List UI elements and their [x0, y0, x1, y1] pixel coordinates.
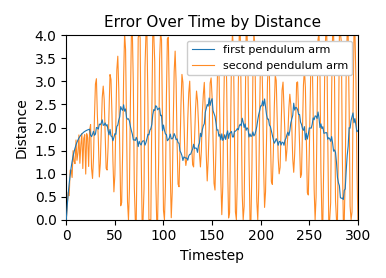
first pendulum arm [294, 106, 299, 110]
X-axis label: Timestep: Timestep [180, 249, 244, 263]
first pendulum arm [335, 176, 340, 179]
Line: second pendulum arm: second pendulum arm [66, 33, 358, 220]
first pendulum arm [356, 129, 360, 132]
second pendulum arm [335, 218, 340, 221]
first pendulum arm [311, 116, 315, 120]
Y-axis label: Distance: Distance [15, 97, 29, 158]
second pendulum arm [183, 154, 187, 158]
second pendulum arm [264, 139, 269, 143]
first pendulum arm [191, 143, 196, 146]
Title: Error Over Time by Distance: Error Over Time by Distance [103, 15, 321, 30]
second pendulum arm [192, 135, 197, 138]
Legend: first pendulum arm, second pendulum arm: first pendulum arm, second pendulum arm [187, 41, 352, 75]
second pendulum arm [294, 81, 299, 84]
Line: first pendulum arm: first pendulum arm [66, 98, 358, 220]
first pendulum arm [64, 218, 69, 221]
first pendulum arm [264, 113, 269, 116]
second pendulum arm [356, 218, 360, 221]
first pendulum arm [181, 155, 186, 159]
second pendulum arm [122, 31, 127, 35]
second pendulum arm [311, 112, 315, 116]
first pendulum arm [207, 96, 212, 100]
second pendulum arm [64, 218, 69, 221]
